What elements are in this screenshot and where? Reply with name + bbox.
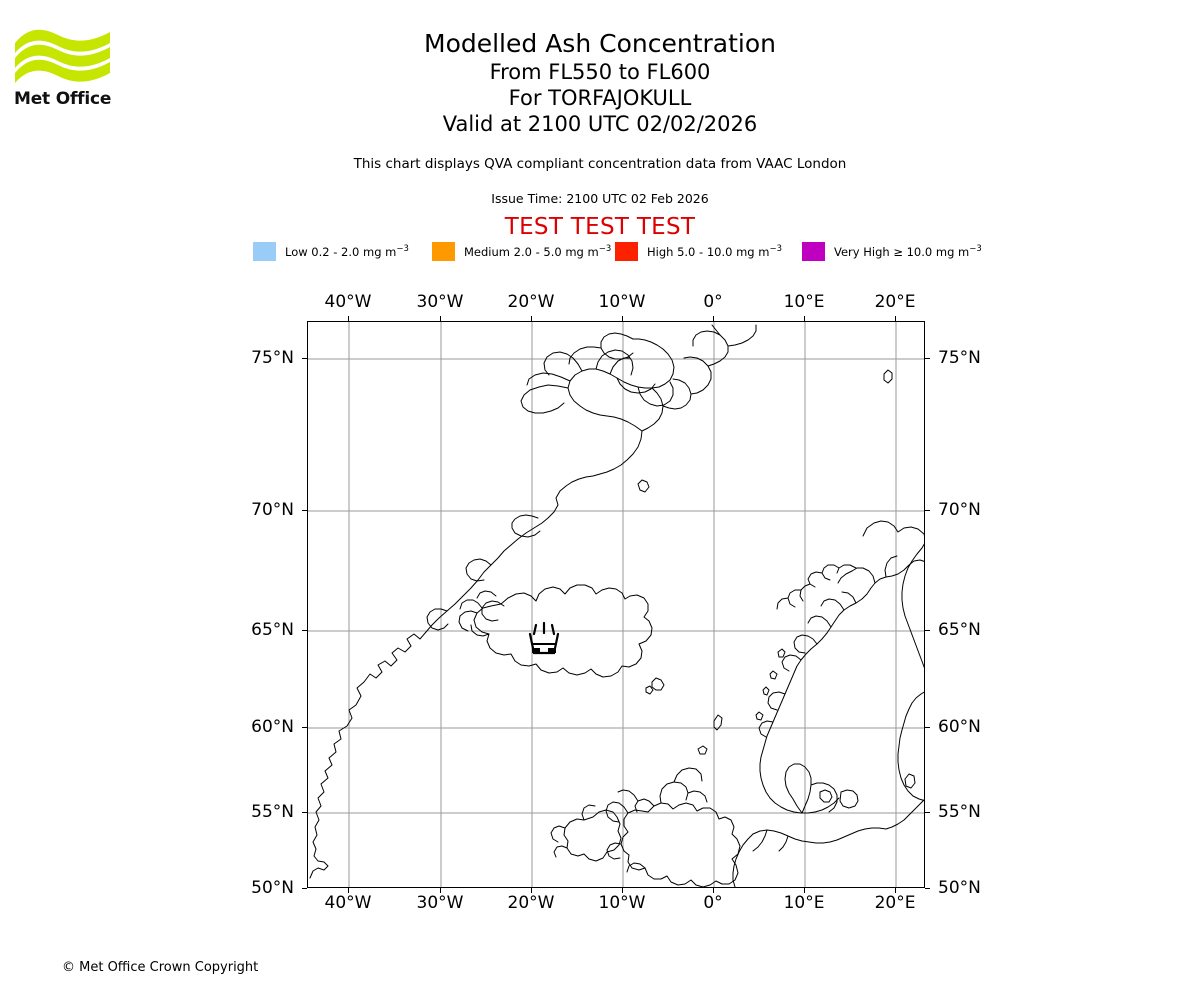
map-frame: [307, 321, 925, 888]
legend-label-very-high: Very High ≥ 10.0 mg m−3: [834, 243, 982, 259]
legend-item-very-high[interactable]: Very High ≥ 10.0 mg m−3: [802, 240, 982, 262]
y-tick-label-left-2: 60°N: [251, 717, 294, 737]
copyright-notice: © Met Office Crown Copyright: [62, 960, 259, 975]
y-tick-label-right-5: 75°N: [938, 348, 981, 368]
coastline-paths: [309, 324, 924, 887]
x-tick-label-bottom-3: 10°W: [598, 893, 646, 913]
legend-swatch-very-high: [802, 241, 825, 261]
legend-label-medium: Medium 2.0 - 5.0 mg m−3: [464, 243, 612, 259]
legend-label-low: Low 0.2 - 2.0 mg m−3: [285, 243, 409, 259]
y-tickmark-right-2: [925, 726, 930, 728]
x-tickmark-top-0: [347, 316, 349, 321]
y-tickmark-left-2: [302, 726, 307, 728]
y-tickmark-right-4: [925, 509, 930, 511]
legend-item-high[interactable]: High 5.0 - 10.0 mg m−3: [615, 240, 782, 262]
y-tick-label-left-0: 50°N: [251, 878, 294, 898]
x-tickmark-bottom-3: [621, 888, 623, 893]
concentration-legend: Low 0.2 - 2.0 mg m−3 Medium 2.0 - 5.0 mg…: [0, 240, 1200, 262]
x-tick-label-bottom-1: 30°W: [416, 893, 464, 913]
x-tickmark-top-5: [803, 316, 805, 321]
issue-time: Issue Time: 2100 UTC 02 Feb 2026: [491, 191, 709, 206]
x-tick-label-bottom-6: 20°E: [874, 893, 916, 913]
x-tickmark-bottom-1: [439, 888, 441, 893]
y-tick-label-left-3: 65°N: [251, 620, 294, 640]
y-tickmark-left-3: [302, 629, 307, 631]
met-office-wave-icon: [15, 29, 110, 83]
y-tickmark-right-1: [925, 811, 930, 813]
y-tick-label-left-1: 55°N: [251, 802, 294, 822]
map-canvas: [308, 322, 924, 887]
x-tick-label-top-1: 30°W: [416, 292, 464, 312]
y-tick-label-right-0: 50°N: [938, 878, 981, 898]
x-tickmark-top-6: [894, 316, 896, 321]
test-banner: TEST TEST TEST: [504, 214, 696, 240]
x-tick-label-top-3: 10°W: [598, 292, 646, 312]
legend-swatch-high: [615, 241, 638, 261]
legend-item-low[interactable]: Low 0.2 - 2.0 mg m−3: [253, 240, 409, 262]
chart-title-block: Modelled Ash Concentration From FL550 to…: [0, 28, 1200, 137]
y-tickmark-left-4: [302, 509, 307, 511]
y-tick-label-left-5: 75°N: [251, 348, 294, 368]
x-tickmark-bottom-2: [530, 888, 532, 893]
y-tick-label-right-1: 55°N: [938, 802, 981, 822]
x-tick-label-bottom-0: 40°W: [324, 893, 372, 913]
x-tick-label-top-2: 20°W: [507, 292, 555, 312]
y-tickmark-right-0: [925, 887, 930, 889]
x-tickmark-top-3: [621, 316, 623, 321]
y-tick-label-right-2: 60°N: [938, 717, 981, 737]
volcano-name: For TORFAJOKULL: [508, 86, 692, 110]
chart-subtitle: This chart displays QVA compliant concen…: [353, 156, 847, 172]
x-tick-label-bottom-4: 0°: [703, 893, 723, 913]
volcano-marker-icon: [528, 621, 560, 655]
y-tick-label-right-4: 70°N: [938, 500, 981, 520]
legend-swatch-low: [253, 241, 276, 261]
x-tickmark-bottom-6: [894, 888, 896, 893]
x-tickmark-top-2: [530, 316, 532, 321]
legend-swatch-medium: [432, 241, 455, 261]
flight-level-range: From FL550 to FL600: [489, 60, 711, 84]
x-tick-label-top-4: 0°: [703, 292, 723, 312]
y-tickmark-left-0: [302, 887, 307, 889]
met-office-logo: Met Office: [14, 25, 124, 115]
y-tick-label-left-4: 70°N: [251, 500, 294, 520]
legend-item-medium[interactable]: Medium 2.0 - 5.0 mg m−3: [432, 240, 611, 262]
x-tickmark-bottom-0: [347, 888, 349, 893]
y-tickmark-left-5: [302, 357, 307, 359]
legend-label-high: High 5.0 - 10.0 mg m−3: [647, 243, 782, 259]
x-tick-label-bottom-5: 10°E: [783, 893, 825, 913]
y-tickmark-left-1: [302, 811, 307, 813]
y-tick-label-right-3: 65°N: [938, 620, 981, 640]
x-tickmark-top-1: [439, 316, 441, 321]
x-tick-label-top-0: 40°W: [324, 292, 372, 312]
x-tickmark-top-4: [712, 316, 714, 321]
x-tick-label-top-5: 10°E: [783, 292, 825, 312]
x-tickmark-bottom-4: [712, 888, 714, 893]
x-tick-label-top-6: 20°E: [874, 292, 916, 312]
map-gridlines: [308, 322, 924, 887]
y-tickmark-right-3: [925, 629, 930, 631]
x-tickmark-bottom-5: [803, 888, 805, 893]
x-tick-label-bottom-2: 20°W: [507, 893, 555, 913]
page-title: Modelled Ash Concentration: [424, 29, 776, 58]
map-plot-area[interactable]: [307, 321, 925, 888]
valid-time: Valid at 2100 UTC 02/02/2026: [442, 112, 758, 136]
met-office-logo-text: Met Office: [14, 89, 112, 109]
y-tickmark-right-5: [925, 357, 930, 359]
